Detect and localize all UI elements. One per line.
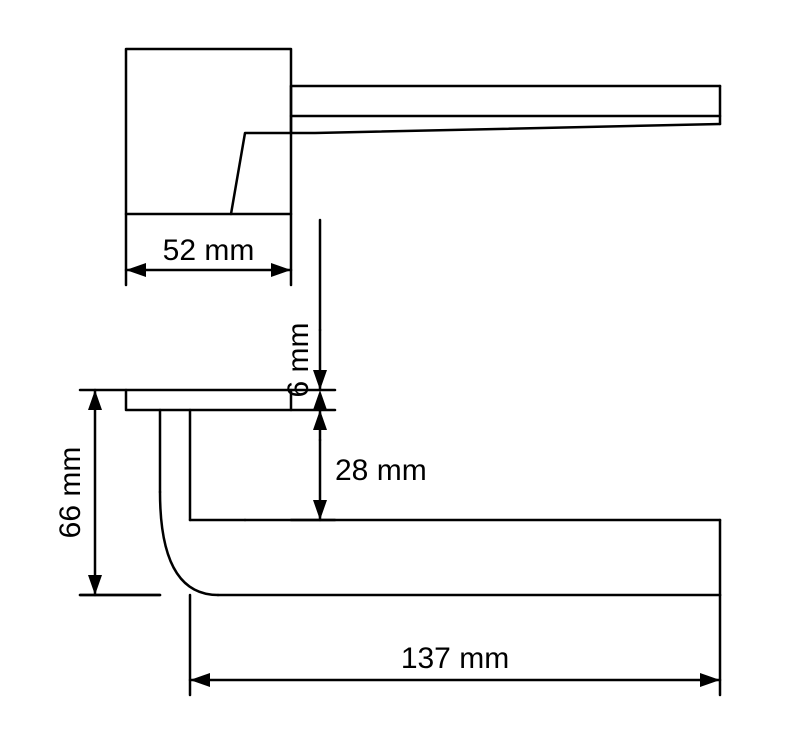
front-rose: [126, 49, 291, 214]
dim-52mm: 52 mm: [163, 234, 255, 267]
dim-66mm: 66 mm: [54, 447, 87, 539]
technical-drawing: 52 mm 6 mm 28 mm 66 mm 137 mm: [0, 0, 789, 755]
dim-137mm: 137 mm: [401, 642, 509, 675]
dim-28mm: 28 mm: [335, 454, 427, 487]
side-plate: [126, 390, 291, 410]
dim-6mm: 6 mm: [282, 323, 315, 398]
